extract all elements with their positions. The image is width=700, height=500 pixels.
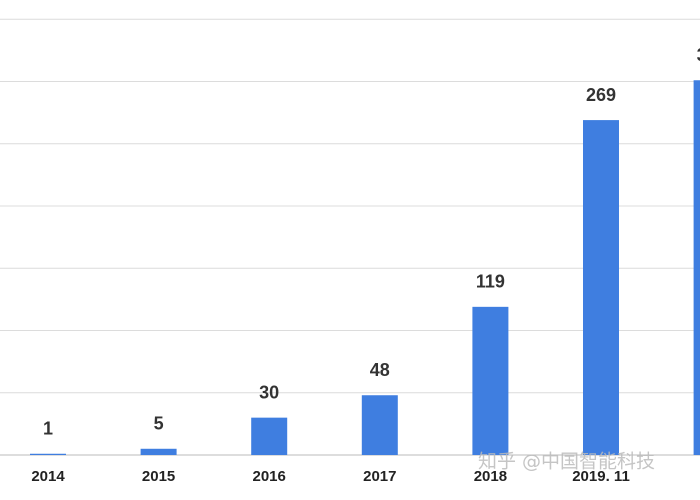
x-tick-label: 2018	[474, 468, 507, 485]
bar	[472, 306, 509, 455]
data-label: 301	[697, 45, 700, 65]
bar	[361, 395, 398, 455]
data-label: 1	[43, 419, 53, 439]
data-label: 119	[476, 272, 505, 292]
watermark: 知乎 @中国智能科技	[478, 451, 655, 473]
grid	[0, 18, 700, 456]
x-tick-label: 2015	[142, 468, 175, 485]
x-tick-label: 2016	[253, 468, 286, 485]
data-label: 48	[370, 360, 390, 380]
bars	[30, 80, 700, 456]
bar	[583, 120, 619, 455]
x-tick-label: 2014	[31, 468, 65, 485]
data-label: 269	[586, 85, 616, 105]
bar	[251, 417, 288, 455]
bar	[693, 80, 700, 456]
x-tick-label: 2019. 11	[572, 468, 630, 485]
bar	[140, 448, 177, 455]
data-label: 30	[259, 382, 279, 402]
data-label: 5	[154, 414, 164, 434]
bar	[30, 453, 66, 455]
labels: 2014 1 2015 5 2016 30 2017 48 2018 119 2019. 11 269…	[31, 45, 700, 485]
x-tick-label: 2017	[363, 468, 396, 485]
